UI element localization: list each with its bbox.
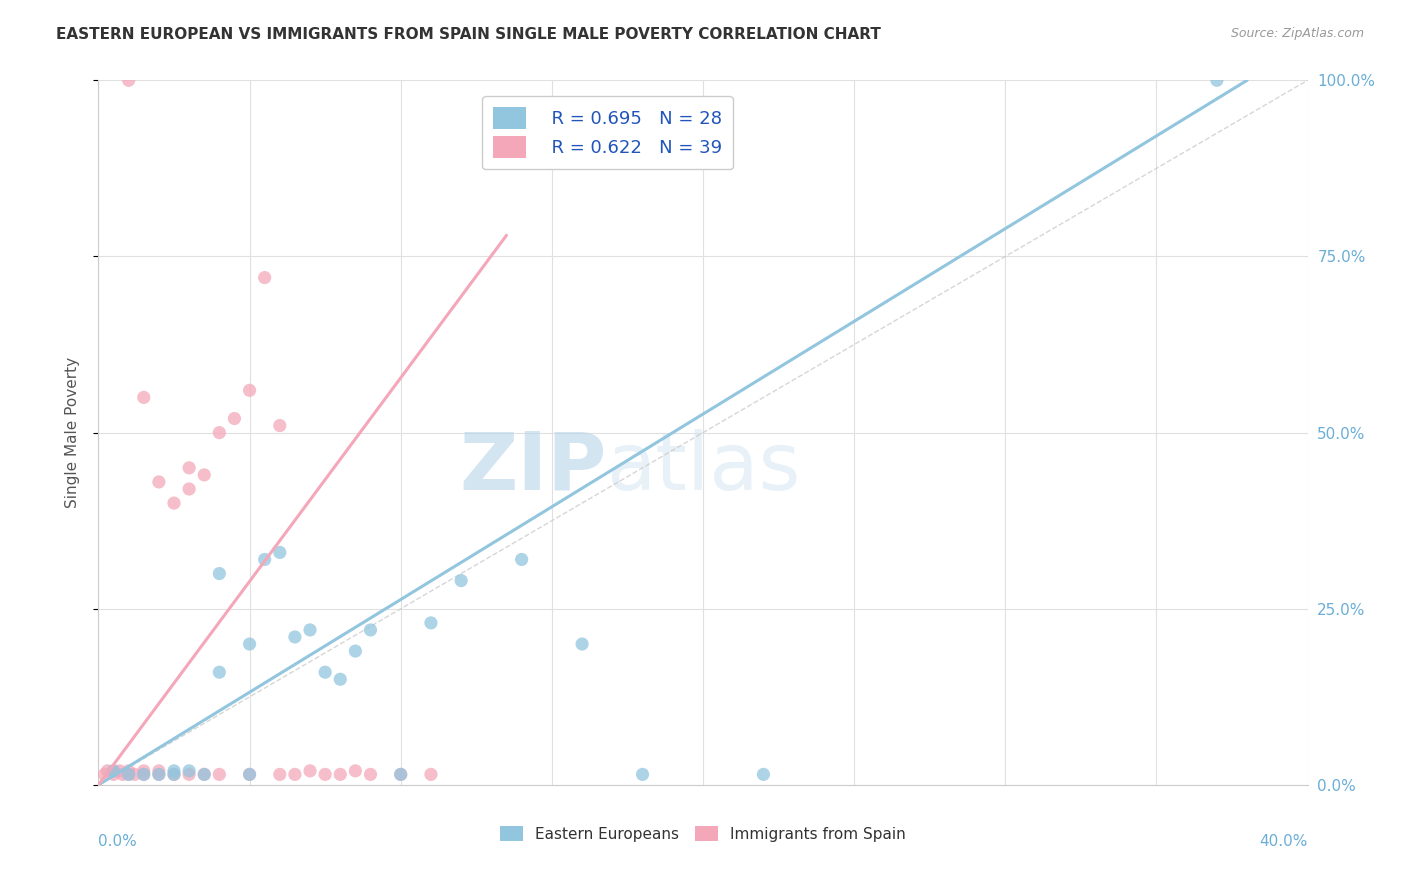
Point bbox=[253, 552, 276, 566]
Point bbox=[132, 391, 155, 405]
Point bbox=[208, 767, 231, 781]
Point bbox=[631, 767, 654, 781]
Point bbox=[329, 673, 352, 687]
Point bbox=[208, 566, 231, 581]
Text: ZIP: ZIP bbox=[458, 429, 606, 507]
Y-axis label: Single Male Poverty: Single Male Poverty bbox=[65, 357, 80, 508]
Point bbox=[148, 767, 170, 781]
Point bbox=[193, 767, 215, 781]
Point bbox=[148, 764, 170, 778]
Point bbox=[193, 767, 215, 781]
Point bbox=[148, 767, 170, 781]
Point bbox=[132, 764, 155, 778]
Point bbox=[103, 767, 125, 781]
Text: 0.0%: 0.0% bbox=[98, 834, 138, 849]
Text: EASTERN EUROPEAN VS IMMIGRANTS FROM SPAIN SINGLE MALE POVERTY CORRELATION CHART: EASTERN EUROPEAN VS IMMIGRANTS FROM SPAI… bbox=[56, 27, 882, 42]
Point bbox=[118, 764, 141, 778]
Point bbox=[208, 665, 231, 680]
Point bbox=[118, 767, 141, 781]
Point bbox=[179, 767, 201, 781]
Point bbox=[96, 764, 118, 778]
Point bbox=[284, 630, 307, 644]
Point bbox=[1206, 73, 1229, 87]
Point bbox=[111, 767, 134, 781]
Point bbox=[571, 637, 593, 651]
Point bbox=[118, 767, 141, 781]
Point bbox=[314, 665, 336, 680]
Point bbox=[299, 623, 322, 637]
Point bbox=[344, 644, 367, 658]
Point bbox=[299, 764, 322, 778]
Point bbox=[269, 418, 291, 433]
Text: 40.0%: 40.0% bbox=[1260, 834, 1308, 849]
Point bbox=[253, 270, 276, 285]
Point bbox=[360, 767, 382, 781]
Point bbox=[179, 482, 201, 496]
Point bbox=[329, 767, 352, 781]
Point bbox=[344, 764, 367, 778]
Point bbox=[163, 767, 186, 781]
Point bbox=[314, 767, 336, 781]
Point bbox=[389, 767, 412, 781]
Point bbox=[118, 73, 141, 87]
Text: atlas: atlas bbox=[606, 429, 800, 507]
Point bbox=[108, 764, 131, 778]
Point bbox=[269, 545, 291, 559]
Point bbox=[239, 767, 262, 781]
Point bbox=[239, 384, 262, 398]
Text: Source: ZipAtlas.com: Source: ZipAtlas.com bbox=[1230, 27, 1364, 40]
Point bbox=[389, 767, 412, 781]
Point bbox=[193, 467, 215, 482]
Point bbox=[752, 767, 775, 781]
Point bbox=[124, 767, 146, 781]
Legend: Eastern Europeans, Immigrants from Spain: Eastern Europeans, Immigrants from Spain bbox=[495, 820, 911, 847]
Point bbox=[239, 637, 262, 651]
Point bbox=[420, 615, 443, 630]
Point bbox=[132, 767, 155, 781]
Point bbox=[148, 475, 170, 489]
Point bbox=[163, 496, 186, 510]
Point bbox=[239, 767, 262, 781]
Point bbox=[163, 764, 186, 778]
Point bbox=[284, 767, 307, 781]
Point bbox=[132, 767, 155, 781]
Point bbox=[179, 764, 201, 778]
Point bbox=[103, 764, 125, 778]
Point bbox=[163, 767, 186, 781]
Point bbox=[360, 623, 382, 637]
Point bbox=[510, 552, 533, 566]
Point bbox=[450, 574, 472, 588]
Point bbox=[208, 425, 231, 440]
Point bbox=[269, 767, 291, 781]
Point bbox=[224, 411, 246, 425]
Point bbox=[420, 767, 443, 781]
Point bbox=[93, 767, 115, 781]
Point bbox=[179, 460, 201, 475]
Point bbox=[103, 764, 125, 778]
